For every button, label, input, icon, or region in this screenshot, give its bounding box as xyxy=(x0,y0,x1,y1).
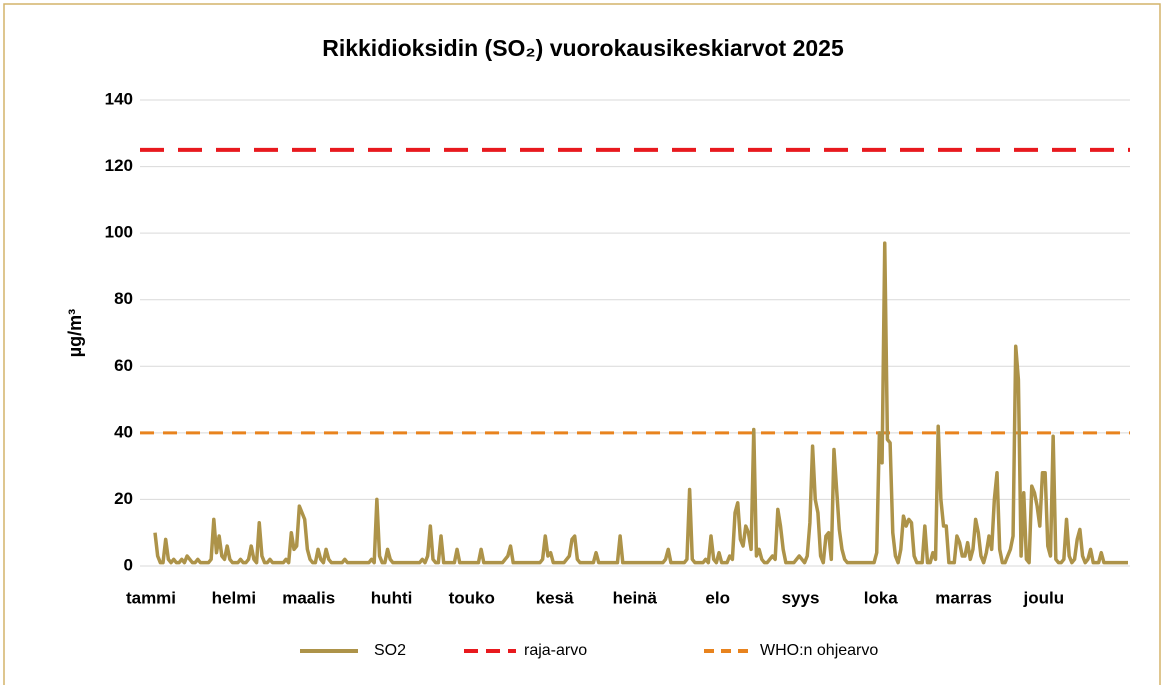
y-axis-label: µg/m³ xyxy=(65,309,85,357)
x-tick-label: huhti xyxy=(371,588,413,607)
x-tick-label: elo xyxy=(705,588,730,607)
x-tick-label: joulu xyxy=(1023,588,1065,607)
x-tick-label: helmi xyxy=(212,588,256,607)
x-tick-label: marras xyxy=(935,588,992,607)
x-tick-label: maalis xyxy=(282,588,335,607)
y-tick-label: 0 xyxy=(124,555,133,574)
y-tick-label: 60 xyxy=(114,356,133,375)
x-tick-label: syys xyxy=(782,588,820,607)
chart-border xyxy=(3,3,1161,690)
y-tick-label: 140 xyxy=(105,89,133,108)
legend-label: WHO:n ohjearvo xyxy=(760,642,878,659)
y-tick-label: 20 xyxy=(114,489,133,508)
x-tick-label: tammi xyxy=(126,588,176,607)
x-tick-label: touko xyxy=(449,588,495,607)
x-tick-label: loka xyxy=(864,588,899,607)
legend-label: SO2 xyxy=(374,642,406,659)
y-tick-label: 80 xyxy=(114,289,133,308)
x-tick-label: heinä xyxy=(613,588,658,607)
y-tick-label: 120 xyxy=(105,156,133,175)
chart-title: Rikkidioksidin (SO₂) vuorokausikeskiarvo… xyxy=(322,35,844,61)
y-tick-label: 100 xyxy=(105,223,133,242)
y-tick-label: 40 xyxy=(114,422,133,441)
x-tick-label: kesä xyxy=(536,588,574,607)
data-line xyxy=(153,241,1128,565)
legend-label: raja-arvo xyxy=(524,642,587,659)
